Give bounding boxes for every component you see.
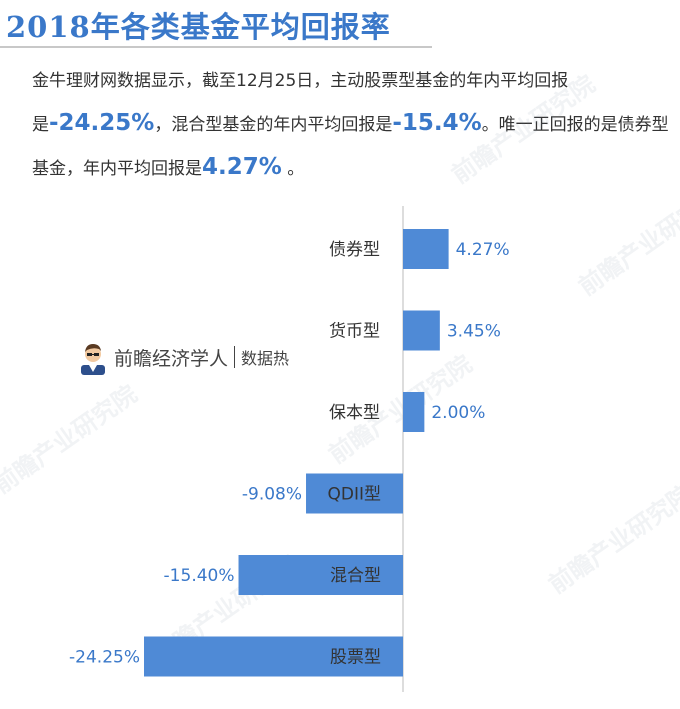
summary-stock-return: -24.25%: [49, 110, 155, 136]
bar-1: [403, 310, 440, 351]
category-label: QDII型: [328, 485, 382, 505]
summary-part-3: 。唯一正回报的是债券型基金，年内平均回报是: [32, 115, 669, 179]
summary-part-2: ，混合型基金的年内平均回报是: [154, 115, 393, 135]
badge-divider: [234, 346, 236, 368]
author-badge: 前瞻经济学人 数据热: [78, 339, 289, 375]
bar-5: [144, 636, 403, 677]
bar-4: [238, 555, 403, 595]
bar-chart: 债券型 4.27% 货币型 3.45% 保本型 2.00% QDII型 -9.08% 混合型 -1…: [69, 206, 510, 692]
value-label: -24.25%: [69, 648, 140, 668]
bar-0: [403, 229, 449, 269]
summary-part-1: 金牛理财网数据显示，截至12月25日，主动股票型基金的年内平均回报是: [32, 71, 569, 135]
category-label: 混合型: [330, 566, 381, 586]
category-label: 货币型: [329, 322, 380, 342]
value-label: -9.08%: [242, 485, 302, 505]
value-label: 4.27%: [456, 240, 510, 260]
badge-tag: 数据热: [241, 349, 290, 368]
value-label: 2.00%: [431, 403, 485, 423]
author-name: 前瞻经济学人: [114, 347, 229, 370]
summary-mixed-return: -15.4%: [392, 110, 482, 136]
title-divider: [0, 46, 432, 48]
summary-bond-return: 4.27%: [202, 154, 282, 180]
category-label: 股票型: [330, 648, 381, 668]
value-label: 3.45%: [447, 322, 501, 342]
avatar-icon: [81, 344, 105, 375]
bar-3: [306, 473, 403, 514]
value-label: -15.40%: [164, 566, 235, 586]
category-label: 债券型: [329, 240, 380, 260]
category-label: 保本型: [329, 403, 380, 423]
summary-part-4: 。: [281, 159, 305, 179]
bar-2: [403, 392, 425, 432]
summary-text: 金牛理财网数据显示，截至12月25日，主动股票型基金的年内平均回报是-24.25…: [32, 60, 672, 190]
chart-title: 2018年各类基金平均回报率: [6, 10, 391, 44]
